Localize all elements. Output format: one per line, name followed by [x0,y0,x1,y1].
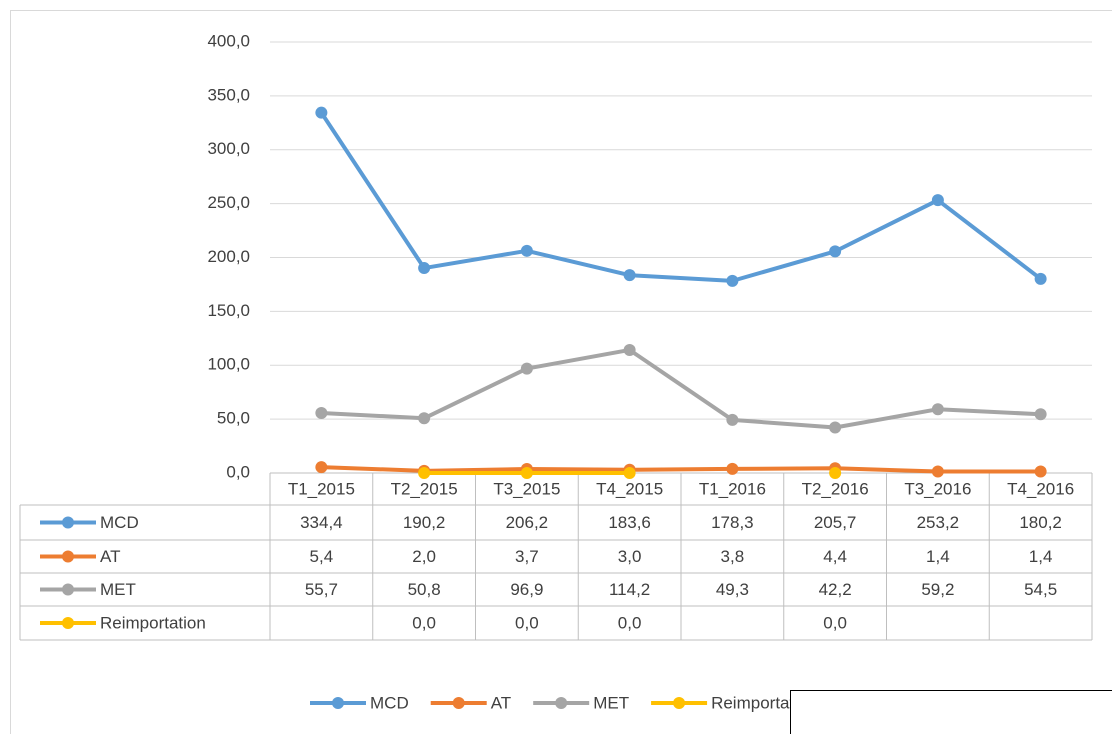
table-cell: 2,0 [412,547,436,566]
legend-marker [673,697,686,709]
y-tick-label: 50,0 [217,409,250,428]
x-tick-label: T2_2015 [391,479,458,498]
point [418,262,431,275]
table-key-text: AT [100,547,120,566]
chart-border [10,10,1112,734]
table-cell: 96,9 [510,580,543,599]
legend-text: MET [593,693,629,712]
table-cell: 50,8 [408,580,441,599]
table-cell: 0,0 [618,613,642,632]
table-key-text: MCD [100,513,139,532]
table-cell: 114,2 [609,580,650,599]
legend-marker [555,697,568,709]
point [726,413,739,426]
x-tick-label: T4_2015 [596,479,663,498]
table-cell: 1,4 [1029,547,1053,566]
table-cell: 5,4 [310,547,334,566]
table-cell: 42,2 [819,580,852,599]
table-cell: 49,3 [716,580,749,599]
overlay-box [790,690,1112,734]
table-key-marker [62,516,74,529]
series-line [321,465,1041,474]
table-key-marker [62,550,74,563]
table-key-text: MET [100,580,136,599]
table-cell: 3,0 [618,547,642,566]
table-cell: 0,0 [823,613,847,632]
table-cell: 205,7 [814,513,857,532]
point [520,362,533,375]
point [1034,465,1047,478]
table-key-marker [62,617,74,629]
x-tick-label: T4_2016 [1007,479,1074,498]
table-cell: 253,2 [917,513,960,532]
point [931,194,944,207]
table-key-marker [62,583,74,596]
table-cell: 55,7 [305,580,338,599]
point [418,412,431,425]
point [623,269,636,282]
point [931,465,944,478]
point [1034,408,1047,421]
point [315,461,328,474]
table-cell: 3,7 [515,547,539,566]
y-tick-label: 200,0 [207,247,250,266]
y-tick-label: 250,0 [207,193,250,212]
x-tick-label: T1_2016 [699,479,766,498]
y-tick-label: 300,0 [207,139,250,158]
point [1034,272,1047,285]
table-cell: 334,4 [300,513,343,532]
legend-marker [332,697,344,709]
table-cell: 0,0 [412,613,436,632]
x-tick-label: T3_2015 [493,479,560,498]
point [418,467,431,479]
table-cell: 0,0 [515,613,539,632]
legend-marker [452,697,465,709]
point [623,467,636,479]
table-cell: 1,4 [926,547,950,566]
x-tick-label: T3_2016 [904,479,971,498]
table-cell: 180,2 [1019,513,1062,532]
y-tick-label: 150,0 [207,301,250,320]
point [829,421,842,434]
table-cell: 59,2 [921,580,954,599]
point [726,274,739,287]
series-line [321,347,1041,430]
point [520,244,533,257]
table-cell: 190,2 [403,513,446,532]
series-line [319,111,1042,283]
point [931,403,944,416]
y-tick-label: 350,0 [207,85,250,104]
table-key-text: Reimportation [100,613,206,632]
point [315,106,328,119]
table-cell: 183,6 [608,513,651,532]
x-tick-label: T1_2015 [288,479,355,498]
y-tick-label: 0,0 [226,462,250,481]
legend-text: AT [491,693,511,712]
table-cell: 54,5 [1024,580,1057,599]
point [829,467,842,479]
point [726,462,739,475]
table-cell: 4,4 [823,547,847,566]
table-cell: 3,8 [721,547,745,566]
point [829,245,842,258]
table-cell: 206,2 [506,513,549,532]
y-tick-label: 100,0 [207,355,250,374]
y-tick-label: 400,0 [207,31,250,50]
point [315,406,328,419]
table-cell: 178,3 [711,513,754,532]
point [623,343,636,356]
x-tick-label: T2_2016 [802,479,869,498]
point [520,467,533,479]
legend-text: MCD [370,693,409,712]
